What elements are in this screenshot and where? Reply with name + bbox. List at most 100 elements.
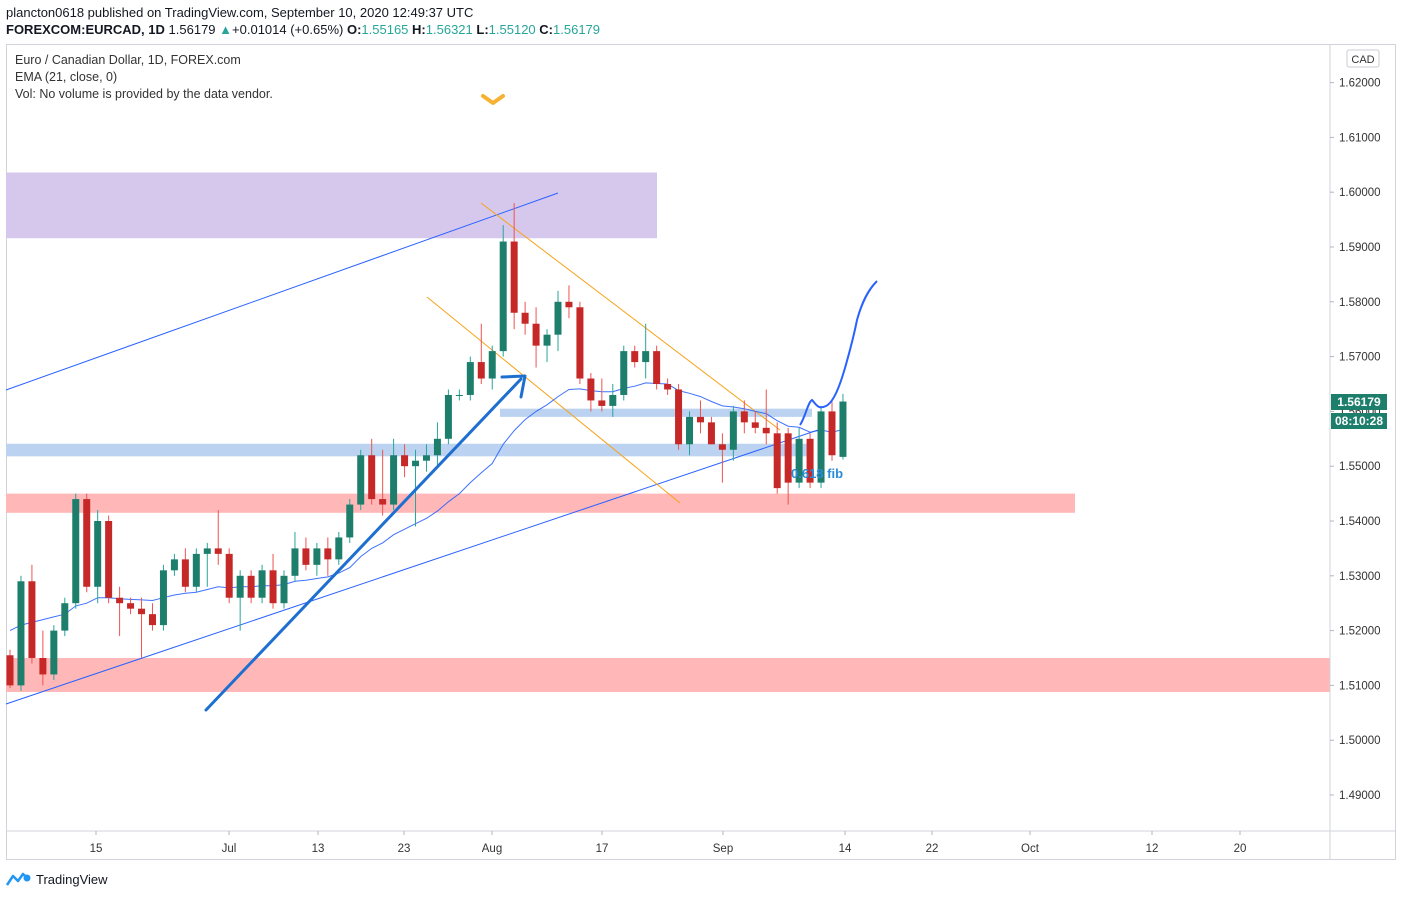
- legend-ema[interactable]: EMA (21, close, 0): [15, 70, 118, 84]
- last-price-tag: [1331, 394, 1387, 410]
- candle: [422, 444, 430, 472]
- footer[interactable]: TradingView: [6, 871, 108, 887]
- candle: [346, 499, 354, 543]
- legend-title[interactable]: Euro / Canadian Dollar, 1D, FOREX.com: [15, 53, 241, 67]
- candle: [170, 553, 178, 576]
- candle-body: [554, 301, 562, 335]
- descending-channel-upper: [480, 202, 781, 431]
- candle: [696, 400, 704, 434]
- candle: [258, 564, 266, 604]
- candle-body: [477, 362, 485, 379]
- candle-body: [598, 400, 606, 406]
- candle-body: [653, 351, 661, 384]
- candle-body: [806, 438, 814, 483]
- candle: [587, 373, 595, 412]
- tradingview-logo-icon: [6, 872, 31, 886]
- candle: [236, 570, 244, 631]
- candle-body: [401, 455, 409, 467]
- x-tick-label: 14: [839, 843, 852, 855]
- candle-body: [707, 422, 715, 445]
- change-value: +0.01014 (+0.65%): [232, 22, 344, 37]
- chevron-down-icon[interactable]: [481, 94, 505, 105]
- candle-body: [609, 394, 617, 406]
- candle-body: [138, 608, 146, 615]
- candle: [192, 548, 200, 593]
- candle: [280, 570, 288, 609]
- candle: [379, 449, 387, 516]
- candle-body: [324, 548, 332, 560]
- candle-body: [116, 597, 124, 604]
- y-tick-label: 1.57000: [1339, 352, 1381, 364]
- candle-body: [335, 537, 343, 560]
- candle: [203, 542, 211, 587]
- y-tick-label: 1.52000: [1339, 626, 1381, 638]
- support-zone-upper: [500, 408, 812, 417]
- candle: [543, 329, 551, 363]
- candle: [368, 438, 376, 505]
- candle-body: [576, 307, 584, 379]
- candle: [335, 531, 343, 565]
- supply-zone: [6, 172, 657, 239]
- currency-label: CAD: [1351, 54, 1374, 66]
- candle: [6, 649, 14, 689]
- candle: [576, 301, 584, 384]
- candle: [609, 384, 617, 417]
- channel-lower-line: [5, 429, 819, 705]
- y-tick-label: 1.59000: [1339, 242, 1381, 254]
- candle: [444, 389, 452, 445]
- close-value: 1.56179: [553, 22, 601, 37]
- trend-arrow-head: [500, 374, 527, 399]
- candle: [565, 285, 573, 319]
- candle: [72, 493, 80, 609]
- x-tick-label: 23: [398, 843, 411, 855]
- y-tick-label: 1.54000: [1339, 516, 1381, 528]
- trend-arrow: [204, 377, 523, 712]
- candle: [532, 307, 540, 368]
- candle: [488, 345, 496, 390]
- candle-body: [784, 433, 792, 483]
- candle-body: [740, 411, 748, 423]
- channel-upper-line: [5, 192, 559, 391]
- legend-vol[interactable]: Vol: No volume is provided by the data v…: [15, 87, 273, 101]
- candle: [225, 548, 233, 604]
- candle-body: [444, 394, 452, 439]
- candle-body: [795, 438, 803, 483]
- candle-body: [466, 362, 474, 395]
- candle-body: [258, 570, 266, 598]
- candle: [598, 378, 606, 412]
- candle-body: [390, 455, 398, 505]
- candle: [675, 384, 683, 450]
- high-label: H:: [412, 22, 426, 37]
- candle: [39, 630, 47, 686]
- candle: [554, 290, 562, 352]
- candle: [181, 548, 189, 593]
- countdown-tag: [1331, 413, 1387, 429]
- footer-brand: TradingView: [36, 871, 108, 887]
- candle: [718, 433, 726, 483]
- candle-body: [751, 422, 759, 428]
- candle-body: [225, 553, 233, 598]
- candle: [148, 603, 156, 631]
- candle-body: [236, 575, 244, 598]
- candle: [214, 510, 222, 565]
- candle: [94, 510, 102, 604]
- candle-body: [302, 548, 310, 565]
- candle-body: [6, 655, 14, 686]
- ema-line: [9, 382, 844, 632]
- candle-body: [379, 499, 387, 505]
- candle: [653, 345, 661, 390]
- candle-body: [148, 614, 156, 626]
- candle-body: [686, 416, 694, 445]
- candle-body: [521, 312, 529, 324]
- candle-body: [488, 351, 496, 379]
- candle-body: [729, 411, 737, 450]
- y-tick-label: 1.62000: [1339, 78, 1381, 90]
- candle-body: [192, 553, 200, 587]
- candle-body: [587, 378, 595, 401]
- candle: [302, 537, 310, 571]
- open-label: O:: [346, 22, 362, 37]
- candle: [521, 301, 529, 335]
- x-tick-label: Jul: [222, 843, 237, 855]
- currency-badge[interactable]: [1346, 49, 1380, 68]
